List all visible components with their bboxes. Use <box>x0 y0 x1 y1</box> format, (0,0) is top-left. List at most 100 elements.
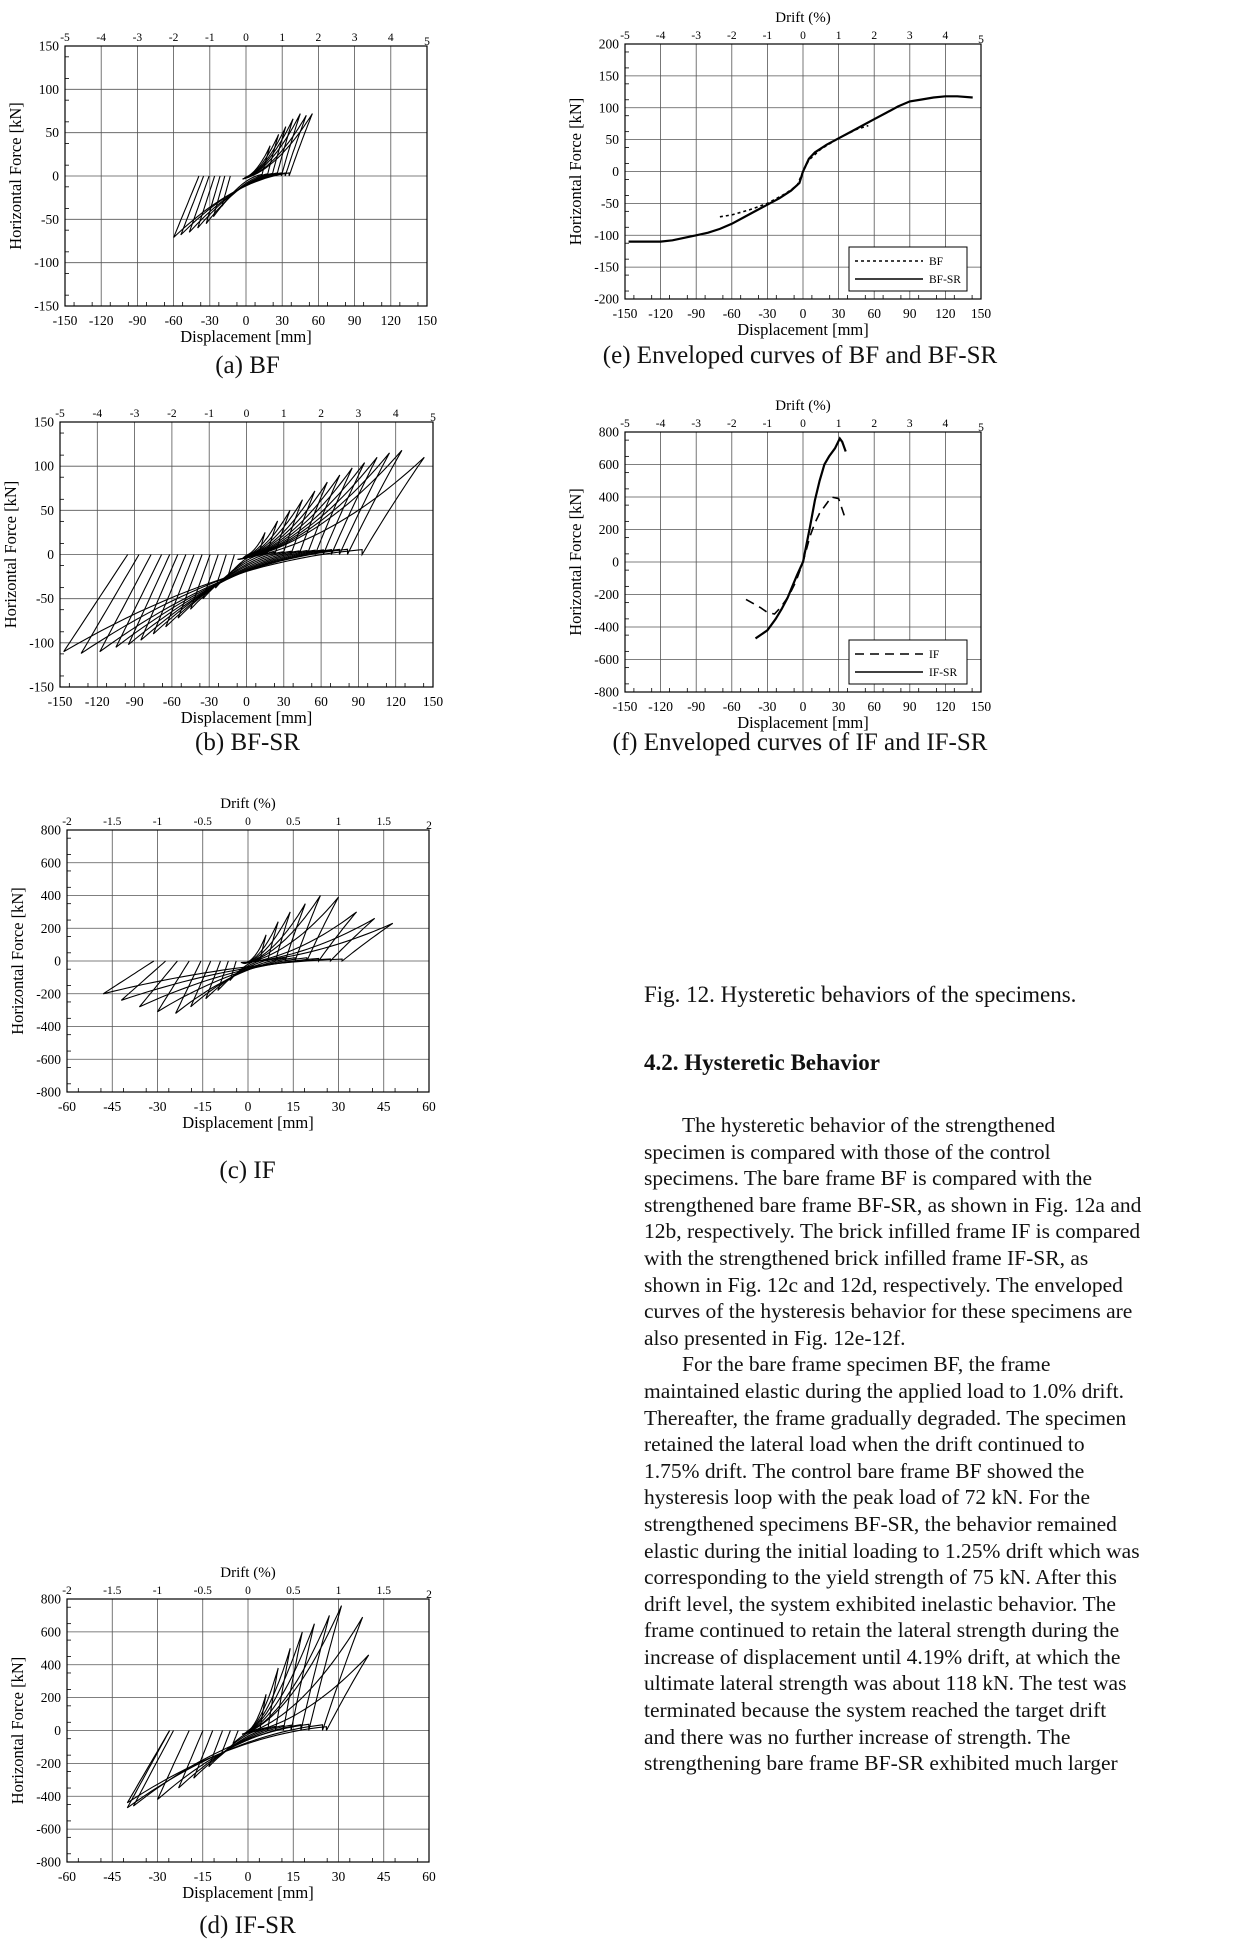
chart-panel-b: -150 -120 -90 -60 -30 0 30 60 90 120 150 150 100 50 0-… <box>0 405 450 745</box>
hysteresis-loop <box>102 922 394 995</box>
drift-axis-label: Drift (%) <box>220 796 275 812</box>
y-tick-label: -800 <box>36 1085 61 1100</box>
y-tick-label: -800 <box>594 685 619 700</box>
x-tick-label: 0 <box>245 1099 252 1114</box>
y-tick-label: 200 <box>41 921 62 936</box>
y-tick-label: -200 <box>594 587 619 602</box>
legend-label-if-sr: IF-SR <box>929 667 957 679</box>
x-tick-label: 90 <box>903 306 917 321</box>
body-line: 12b, respectively. The brick infilled fr… <box>644 1219 1141 1244</box>
drift-tick-label: 2 <box>426 820 432 832</box>
drift-tick-label: 3 <box>356 408 362 420</box>
x-tick-label: -60 <box>163 694 181 709</box>
body-line: frame continued to retain the lateral st… <box>644 1618 1120 1643</box>
hysteresis-loop <box>63 456 425 653</box>
caption-c: (c) IF <box>219 1157 276 1184</box>
plot-frame <box>624 431 982 693</box>
legend-label-if: IF <box>929 649 939 661</box>
y-tick-label: 150 <box>599 68 620 83</box>
y-tick-label: 400 <box>41 888 62 903</box>
drift-tick-label: 1 <box>281 408 287 420</box>
body-line: and there was no further increase of str… <box>644 1724 1071 1749</box>
x-tick-label: -30 <box>149 1099 167 1114</box>
drift-tick-label: 0 <box>800 418 806 430</box>
drift-tick-label: -2 <box>169 32 179 44</box>
drift-tick-label: -1 <box>763 418 773 430</box>
body-line: 1.75% drift. The control bare frame BF s… <box>644 1458 1085 1483</box>
plot-frame <box>59 421 434 688</box>
x-tick-label: 60 <box>314 694 328 709</box>
x-tick-label: 60 <box>312 313 326 328</box>
drift-tick-label: 1 <box>279 32 285 44</box>
caption-e: (e) Enveloped curves of BF and BF-SR <box>602 342 998 369</box>
y-tick-label: 150 <box>34 415 55 430</box>
y-tick-label: 600 <box>599 457 620 472</box>
x-tick-label: -30 <box>758 699 776 714</box>
chart-c: -60 -45 -30 -15 0 15 30 45 60 800 600 400 200 0 -200 -4… <box>8 796 436 1132</box>
caption-a: (a) BF <box>215 352 280 379</box>
drift-tick-label: 1 <box>836 418 842 430</box>
x-tick-label: -150 <box>613 699 638 714</box>
x-tick-label: -90 <box>128 313 146 328</box>
body-line: The hysteretic behavior of the strengthe… <box>682 1113 1056 1137</box>
body-line: For the bare frame specimen BF, the fram… <box>682 1352 1051 1377</box>
drift-tick-label: 4 <box>393 408 399 420</box>
x-tick-label: -120 <box>648 306 673 321</box>
drift-tick-label: 1.5 <box>377 816 392 828</box>
y-tick-label: 50 <box>46 125 60 140</box>
chart-b: -150 -120 -90 -60 -30 0 30 60 90 120 150150100500-… <box>1 408 444 727</box>
drift-tick-label: 0 <box>245 816 251 828</box>
x-axis-label: Displacement [mm] <box>180 327 312 346</box>
y-tick-label: -200 <box>594 292 619 307</box>
body-line: strengthened bare frame BF-SR, as shown … <box>644 1192 1142 1217</box>
y-tick-label: -200 <box>36 1756 61 1771</box>
x-tick-label: 60 <box>422 1869 436 1884</box>
y-tick-label: 50 <box>606 132 620 147</box>
x-tick-label: -60 <box>723 699 741 714</box>
body-line: also presented in Fig. 12e-12f. <box>644 1325 906 1350</box>
caption-d: (d) IF-SR <box>199 1912 296 1939</box>
x-tick-label: -90 <box>687 699 705 714</box>
figure-caption: Fig. 12. Hysteretic behaviors of the spe… <box>644 982 1077 1007</box>
x-tick-label: -150 <box>53 313 78 328</box>
y-tick-label: -50 <box>601 196 619 211</box>
hysteresis-loop <box>173 113 313 238</box>
drift-tick-label: 2 <box>871 30 877 42</box>
drift-tick-label: 1 <box>336 816 342 828</box>
x-tick-label: 150 <box>423 694 444 709</box>
y-tick-label: 800 <box>599 425 620 440</box>
caption-f: (f) Enveloped curves of IF and IF-SR <box>612 729 988 756</box>
x-tick-label: -120 <box>89 313 114 328</box>
plot-frame <box>624 43 982 300</box>
drift-axis-label: Drift (%) <box>775 10 830 26</box>
drift-tick-label: -1.5 <box>103 816 121 828</box>
x-tick-label: -30 <box>201 313 219 328</box>
x-tick-label: -120 <box>648 699 673 714</box>
plot-frame <box>64 45 428 307</box>
x-tick-label: 30 <box>832 306 846 321</box>
x-tick-label: 0 <box>243 694 250 709</box>
drift-tick-label: -4 <box>656 418 666 430</box>
drift-tick-label: -5 <box>620 30 630 42</box>
x-tick-label: 0 <box>800 306 807 321</box>
drift-tick-label: -3 <box>691 30 701 42</box>
x-tick-label: -45 <box>103 1099 121 1114</box>
x-tick-label: 30 <box>832 699 846 714</box>
x-tick-label: -60 <box>58 1869 76 1884</box>
body-line: specimen is compared with those of the c… <box>644 1139 1051 1164</box>
drift-tick-label: 3 <box>907 418 913 430</box>
drift-tick-label: -2 <box>62 816 72 828</box>
drift-tick-label: -2 <box>62 1585 72 1597</box>
x-tick-label: 120 <box>935 699 956 714</box>
body-line: corresponding to the yield strength of 7… <box>644 1565 1117 1590</box>
body-line: hysteresis loop with the peak load of 72… <box>644 1485 1091 1510</box>
x-tick-label: 15 <box>287 1869 301 1884</box>
x-tick-label: 30 <box>332 1099 346 1114</box>
drift-tick-label: -3 <box>133 32 143 44</box>
x-tick-label: 15 <box>287 1099 301 1114</box>
y-tick-label: 400 <box>599 490 620 505</box>
legend-label-bf: BF <box>929 256 943 268</box>
y-tick-label: -50 <box>41 212 59 227</box>
body-line: strengthening bare frame BF-SR exhibited… <box>644 1751 1118 1776</box>
body-line: Thereafter, the frame gradually degraded… <box>644 1405 1127 1430</box>
